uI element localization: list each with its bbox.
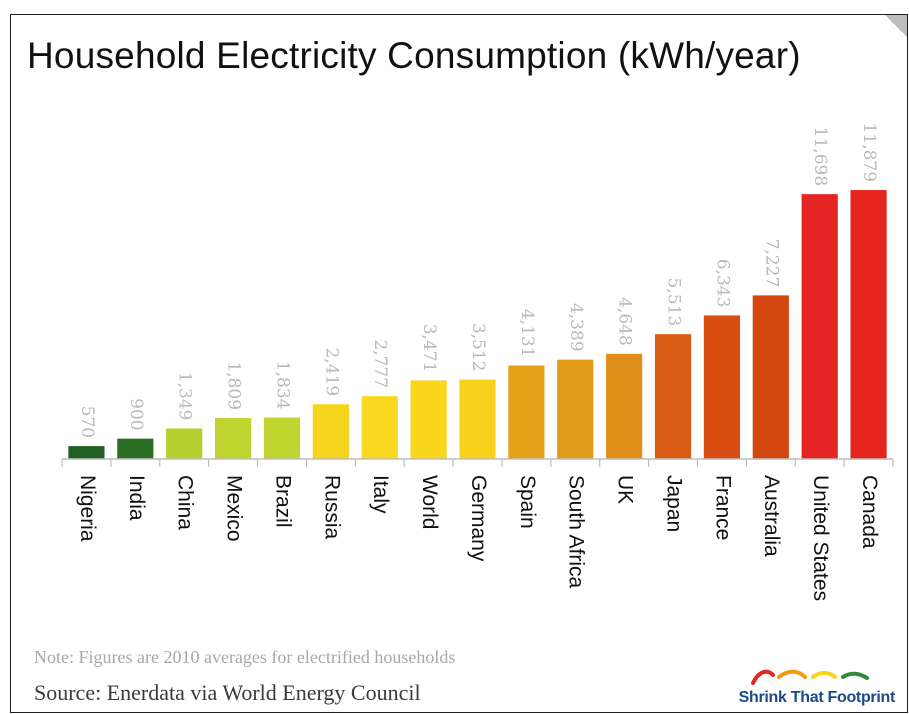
bar-value-label: 5,513: [664, 278, 684, 327]
bar-value-label: 1,809: [224, 361, 244, 410]
category-label: Russia: [320, 475, 343, 540]
bar-value-label: 11,698: [810, 127, 830, 186]
bar-value-label: 900: [126, 398, 146, 430]
category-label: Canada: [858, 475, 881, 549]
bar-world: [410, 380, 447, 459]
category-label: United States: [809, 475, 832, 601]
bar-australia: [752, 295, 789, 459]
bar-china: [166, 428, 203, 459]
bar-value-label: 4,389: [566, 303, 586, 352]
footprints-icon: [751, 669, 869, 685]
category-label: Germany: [467, 475, 490, 562]
bar-value-label: 570: [77, 406, 97, 438]
category-label: Mexico: [223, 475, 246, 542]
bar-spain: [508, 365, 545, 459]
footnote: Note: Figures are 2010 averages for elec…: [34, 647, 456, 667]
bar-mexico: [215, 418, 252, 459]
bar-japan: [654, 334, 692, 459]
bar-value-label: 4,131: [517, 309, 537, 358]
bar-value-label: 3,471: [419, 324, 439, 373]
bar-france: [703, 315, 740, 459]
brand-logo-text: Shrink That Footprint: [738, 689, 896, 706]
bar-nigeria: [68, 446, 105, 459]
bar-uk: [606, 353, 643, 459]
brand-logo: Shrink That Footprint: [709, 665, 895, 709]
category-label: Brazil: [271, 475, 294, 528]
bar-value-label: 3,512: [468, 323, 488, 372]
bar-value-label: 1,349: [175, 372, 195, 421]
category-labels-layer: Nigeria India China Mexico Brazil Russia Italy…: [76, 475, 881, 601]
value-labels-layer: 570 900 1,349 1,809 1,834 2,419 2,777 3,471 3,51…: [77, 123, 879, 439]
bar-value-label: 2,419: [321, 348, 341, 397]
bar-russia: [312, 404, 349, 459]
bar-chart: 570 900 1,349 1,809 1,834 2,419 2,777 3,471 3,51…: [61, 123, 894, 601]
category-label: Spain: [516, 475, 539, 529]
x-ticks-layer: [61, 459, 894, 467]
bar-value-label: 1,834: [272, 361, 292, 410]
bar-value-label: 4,648: [615, 297, 635, 346]
bar-india: [117, 438, 154, 459]
category-label: China: [174, 475, 197, 530]
bar-germany: [459, 379, 496, 459]
bar-value-label: 11,879: [859, 123, 879, 182]
source-line: Source: Enerdata via World Energy Counci…: [34, 680, 421, 705]
bar-italy: [361, 396, 398, 459]
category-label: South Africa: [565, 475, 588, 589]
bar-value-label: 7,227: [761, 239, 781, 288]
category-label: UK: [614, 475, 637, 504]
category-label: Australia: [760, 475, 783, 557]
bars-layer: [68, 190, 887, 459]
category-label: World: [418, 475, 441, 529]
bar-south-africa: [557, 359, 594, 459]
category-label: France: [711, 475, 734, 540]
category-label: India: [125, 475, 148, 521]
bar-united-states: [801, 194, 838, 459]
page-curl-corner: [885, 15, 907, 37]
category-label: Nigeria: [76, 475, 99, 542]
category-label: Italy: [369, 475, 392, 514]
category-label: Japan: [662, 475, 685, 532]
chart-frame: Household Electricity Consumption (kWh/y…: [10, 14, 908, 713]
chart-title: Household Electricity Consumption (kWh/y…: [27, 35, 801, 76]
bar-value-label: 2,777: [370, 339, 390, 388]
bar-brazil: [263, 417, 301, 459]
bar-value-label: 6,343: [712, 259, 732, 308]
bar-canada: [850, 190, 887, 459]
